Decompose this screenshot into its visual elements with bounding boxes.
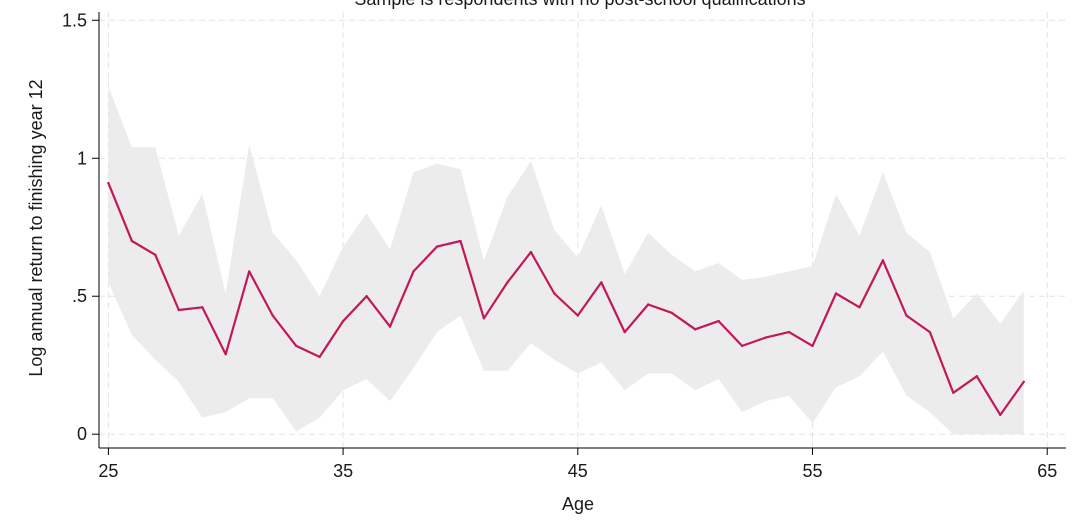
confidence-band xyxy=(108,86,1024,435)
data-point xyxy=(482,317,486,320)
y-tick-label: 0 xyxy=(77,424,87,444)
data-point xyxy=(834,292,838,295)
data-point xyxy=(271,314,274,317)
data-point xyxy=(459,239,462,243)
data-point xyxy=(928,330,932,334)
data-point xyxy=(435,245,439,248)
y-tick-label: .5 xyxy=(72,286,87,306)
data-point xyxy=(294,344,298,348)
data-point xyxy=(248,270,251,273)
y-tick-label: 1 xyxy=(77,148,87,168)
data-point xyxy=(764,336,767,339)
x-tick-label: 65 xyxy=(1037,461,1057,481)
data-point xyxy=(388,325,392,328)
x-tick-label: 25 xyxy=(98,461,118,481)
data-point xyxy=(365,295,368,298)
data-point xyxy=(177,308,181,312)
y-axis-label: Log annual return to finishing year 12 xyxy=(26,79,46,376)
data-point xyxy=(858,306,861,309)
x-axis-label: Age xyxy=(562,494,594,514)
data-point xyxy=(553,292,556,295)
data-point xyxy=(717,319,720,323)
x-tick-label: 45 xyxy=(568,461,588,481)
x-tick-label: 55 xyxy=(802,461,822,481)
data-point xyxy=(647,303,650,306)
data-point xyxy=(975,375,979,378)
data-point xyxy=(693,328,697,331)
data-point xyxy=(412,270,415,273)
data-point xyxy=(130,239,134,243)
data-point xyxy=(154,253,157,257)
data-point xyxy=(952,391,955,395)
data-point xyxy=(318,355,321,359)
data-point xyxy=(600,281,603,284)
data-point xyxy=(107,181,110,185)
data-point xyxy=(506,281,509,284)
data-point xyxy=(740,344,744,348)
data-point xyxy=(224,352,227,356)
data-point xyxy=(881,259,885,262)
data-point xyxy=(623,330,626,334)
data-point xyxy=(905,314,908,317)
data-point xyxy=(201,306,204,309)
data-points xyxy=(107,181,1025,417)
tick-labels: 0 .5 1 1.5 25 35 45 55 65 xyxy=(62,10,1057,481)
data-point xyxy=(576,314,580,317)
data-point xyxy=(999,413,1002,417)
series-line xyxy=(107,182,1025,416)
data-point xyxy=(670,311,673,314)
x-tick-label: 35 xyxy=(333,461,353,481)
y-tick-label: 1.5 xyxy=(62,10,87,30)
data-point xyxy=(529,250,533,254)
data-point xyxy=(811,344,814,348)
data-point xyxy=(341,319,345,323)
data-point xyxy=(1022,380,1025,383)
chart-title: Sample is respondents with no post-schoo… xyxy=(354,0,805,9)
data-point xyxy=(787,330,791,334)
axes xyxy=(92,12,1066,455)
